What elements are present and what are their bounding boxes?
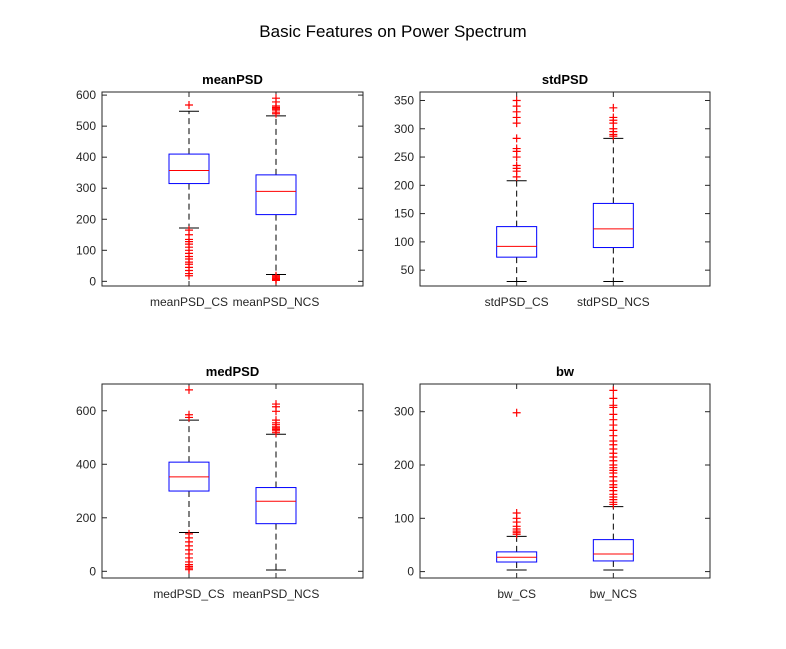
x-tick-label: bw_NCS (590, 587, 637, 601)
y-tick-label: 350 (394, 93, 414, 107)
subplot-title: stdPSD (542, 72, 588, 87)
axes-box (419, 383, 711, 579)
y-tick-label: 50 (401, 263, 415, 277)
outlier-point (512, 153, 521, 162)
y-tick-label: 200 (76, 212, 96, 226)
x-tick-label: meanPSD_CS (150, 295, 228, 309)
box-1 (168, 101, 210, 280)
box-iqr (255, 174, 297, 216)
outlier-point (609, 500, 618, 509)
y-tick-label: 600 (76, 404, 96, 418)
box-iqr (496, 226, 538, 258)
box-2 (592, 103, 634, 282)
x-tick-label: bw_CS (497, 587, 536, 601)
box-2 (255, 94, 297, 285)
outlier-point (512, 172, 521, 181)
y-tick-label: 0 (407, 565, 414, 579)
box-iqr (592, 202, 634, 249)
box-2 (592, 386, 634, 571)
outlier-point (512, 119, 521, 128)
box-1 (168, 385, 210, 574)
outlier-point (609, 386, 618, 395)
y-tick-label: 200 (76, 511, 96, 525)
x-tick-label: meanPSD_NCS (233, 295, 320, 309)
box-1 (496, 408, 538, 571)
outlier-point (185, 101, 193, 110)
outlier-point (512, 134, 521, 143)
axes-box (419, 91, 711, 287)
y-tick-label: 100 (394, 235, 414, 249)
outlier-point (185, 385, 193, 394)
subplot-3: medPSD 0 200 400 600 medPSD_CS meanPSD_NCS (76, 364, 364, 601)
y-tick-label: 100 (394, 511, 414, 525)
y-tick-label: 400 (76, 457, 96, 471)
y-tick-label: 300 (394, 405, 414, 419)
y-tick-label: 500 (76, 119, 96, 133)
y-tick-label: 300 (76, 181, 96, 195)
outlier-point (512, 530, 521, 539)
y-tick-label: 400 (76, 150, 96, 164)
outlier-point (185, 565, 193, 574)
y-tick-label: 150 (394, 207, 414, 221)
x-tick-label: medPSD_CS (153, 587, 224, 601)
subplot-4: bw 0 100 200 300 bw_CS bw_NCS (394, 364, 711, 601)
y-tick-label: 100 (76, 243, 96, 257)
subplot-title: medPSD (206, 364, 259, 379)
y-tick-label: 300 (394, 122, 414, 136)
x-tick-label: stdPSD_CS (485, 295, 549, 309)
outlier-point (272, 407, 280, 416)
outlier-point (609, 403, 618, 412)
y-tick-label: 600 (76, 88, 96, 102)
y-tick-label: 200 (394, 178, 414, 192)
subplot-title: meanPSD (202, 72, 263, 87)
y-tick-label: 200 (394, 458, 414, 472)
axes-box (101, 91, 364, 287)
box-iqr (168, 153, 210, 185)
y-tick-label: 0 (89, 274, 96, 288)
box-2 (255, 400, 297, 571)
outlier-point (512, 408, 521, 417)
subplot-title: bw (556, 364, 575, 379)
outlier-point (609, 394, 618, 403)
x-tick-label: stdPSD_NCS (577, 295, 650, 309)
outlier-point (185, 413, 193, 422)
figure-title: Basic Features on Power Spectrum (259, 22, 527, 41)
outlier-point (609, 132, 618, 141)
y-tick-label: 0 (89, 564, 96, 578)
x-tick-label: meanPSD_NCS (233, 587, 320, 601)
box-iqr (255, 487, 297, 525)
box-1 (496, 96, 538, 282)
subplot-1: meanPSD 0 100 200 300 400 500 600 meanPSD_CS mean… (76, 72, 364, 309)
axes-box (101, 383, 364, 579)
outlier-point (609, 103, 618, 112)
box-iqr (592, 539, 634, 562)
subplot-2: stdPSD 50 100 150 200 250 300 350 stdPSD_CS stdPS… (394, 72, 711, 309)
outlier-point (272, 428, 280, 437)
outlier-point (185, 271, 193, 280)
outlier-point (272, 109, 280, 118)
outlier-point (272, 276, 280, 285)
y-tick-label: 250 (394, 150, 414, 164)
